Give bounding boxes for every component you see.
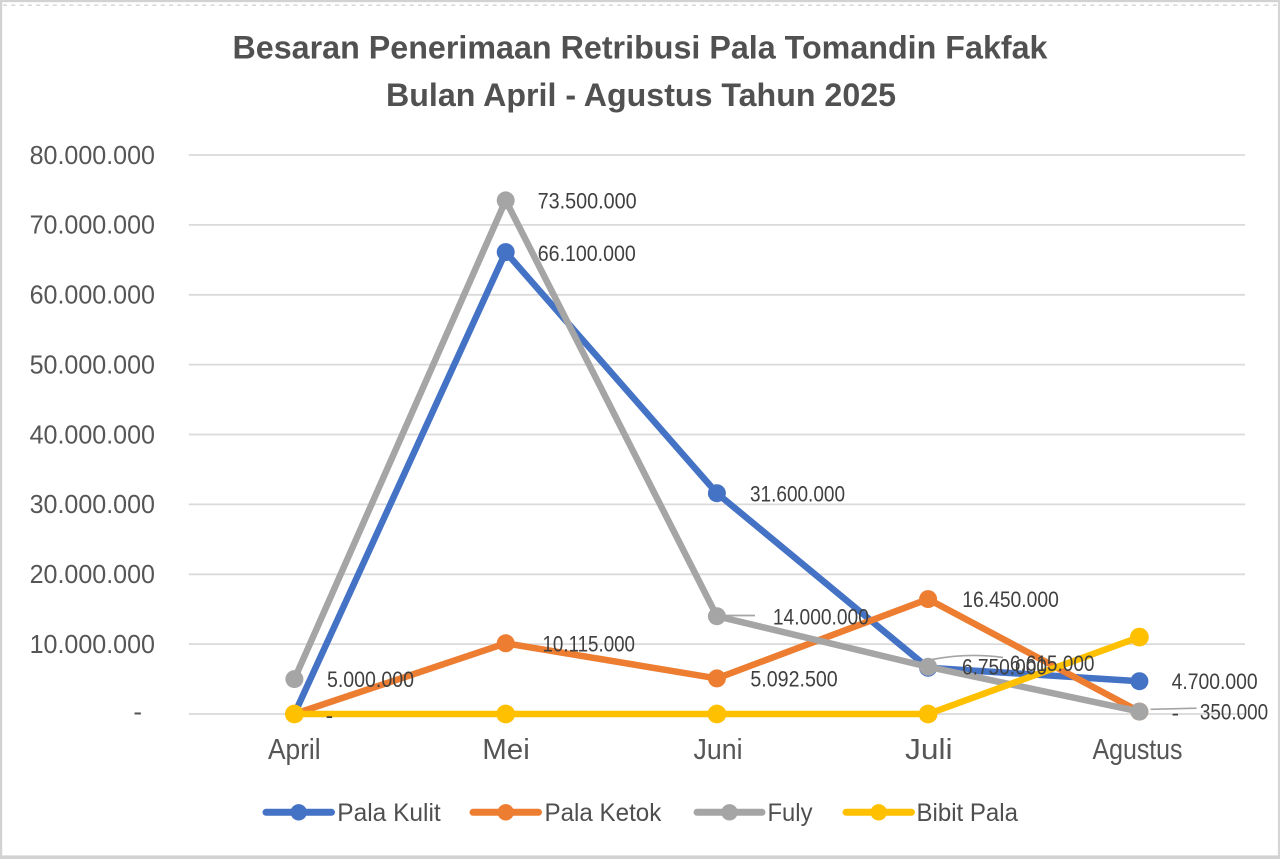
svg-text:31.600.000: 31.600.000 <box>750 481 845 506</box>
svg-text:Fuly: Fuly <box>768 799 813 827</box>
svg-text:Mei: Mei <box>482 734 530 766</box>
svg-text:Bibit Pala: Bibit Pala <box>917 799 1019 827</box>
svg-text:73.500.000: 73.500.000 <box>538 188 637 213</box>
svg-text:70.000.000: 70.000.000 <box>30 210 155 240</box>
svg-text:66.100.000: 66.100.000 <box>538 241 636 266</box>
svg-text:Juni: Juni <box>694 734 743 766</box>
svg-text:4.700.000: 4.700.000 <box>1172 669 1258 694</box>
svg-text:6.750.000: 6.750.000 <box>962 655 1047 680</box>
svg-text:16.450.000: 16.450.000 <box>962 587 1059 612</box>
svg-text:60.000.000: 60.000.000 <box>30 280 155 310</box>
svg-text:30.000.000: 30.000.000 <box>30 489 155 519</box>
svg-text:Agustus: Agustus <box>1093 734 1183 766</box>
svg-text:Juli: Juli <box>905 734 953 766</box>
svg-text:Pala Ketok: Pala Ketok <box>545 799 662 827</box>
svg-text:-: - <box>133 696 142 726</box>
svg-text:5.000.000: 5.000.000 <box>327 667 414 692</box>
svg-text:5.092.500: 5.092.500 <box>750 666 837 691</box>
svg-text:-: - <box>1172 701 1179 726</box>
svg-text:Besaran Penerimaan Retribusi P: Besaran Penerimaan Retribusi Pala Tomand… <box>233 29 1048 65</box>
svg-text:-: - <box>326 703 333 728</box>
svg-text:50.000.000: 50.000.000 <box>30 349 155 379</box>
svg-text:40.000.000: 40.000.000 <box>30 419 155 449</box>
svg-text:80.000.000: 80.000.000 <box>30 140 155 170</box>
svg-text:Pala Kulit: Pala Kulit <box>337 799 440 827</box>
svg-text:Bulan April - Agustus Tahun 20: Bulan April - Agustus Tahun 2025 <box>386 77 896 113</box>
svg-text:10.115.000: 10.115.000 <box>543 632 636 657</box>
svg-text:10.000.000: 10.000.000 <box>30 629 155 659</box>
svg-text:350.000: 350.000 <box>1200 700 1268 725</box>
svg-text:6.615.000: 6.615.000 <box>1010 651 1095 676</box>
svg-text:April: April <box>268 734 321 766</box>
svg-text:14.000.000: 14.000.000 <box>773 604 869 629</box>
svg-text:20.000.000: 20.000.000 <box>30 559 155 589</box>
